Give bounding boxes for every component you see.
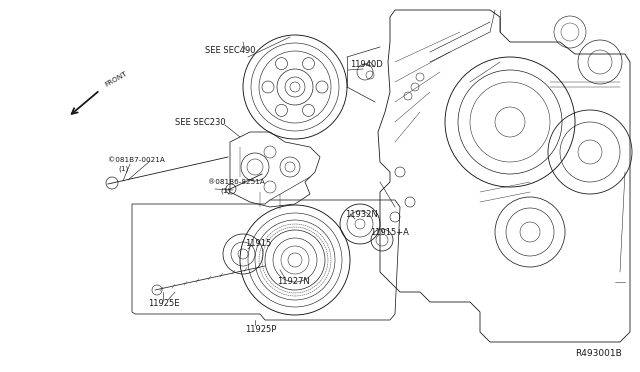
Text: 11927N: 11927N xyxy=(277,278,310,286)
Text: SEE SEC230: SEE SEC230 xyxy=(175,118,226,126)
Text: (1): (1) xyxy=(118,166,128,172)
Text: (1): (1) xyxy=(220,188,230,194)
Text: FRONT: FRONT xyxy=(104,70,129,88)
Text: 11932N: 11932N xyxy=(345,209,378,218)
Text: 11925P: 11925P xyxy=(245,324,276,334)
Text: 11915+A: 11915+A xyxy=(370,228,409,237)
Text: 11940D: 11940D xyxy=(350,60,383,68)
Text: ®081B6-8251A: ®081B6-8251A xyxy=(208,179,265,185)
Text: R493001B: R493001B xyxy=(575,350,621,359)
Text: 11925E: 11925E xyxy=(148,299,179,308)
Text: ©081B7-0021A: ©081B7-0021A xyxy=(108,157,165,163)
Text: SEE SEC490: SEE SEC490 xyxy=(205,45,255,55)
Text: 11915: 11915 xyxy=(245,240,271,248)
